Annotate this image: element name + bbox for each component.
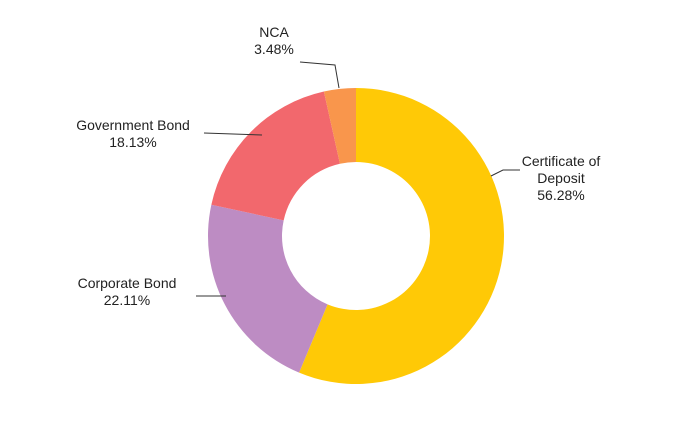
leader-line-nca: [299, 61, 340, 89]
value-label-nca: 3.48%: [254, 41, 294, 57]
slice-nca: [323, 88, 356, 164]
slice-label-nca: NCA: [259, 24, 289, 40]
slice-government-bond: [211, 91, 340, 221]
value-label-corporate-bond: 22.11%: [104, 292, 150, 308]
value-label-certificate-of-deposit: 56.28%: [537, 187, 584, 203]
slice-label-certificate-of-deposit: Deposit: [537, 170, 585, 186]
slice-certificate-of-deposit: [299, 88, 505, 384]
leader-line-government-bond: [203, 132, 263, 136]
slice-corporate-bond: [208, 204, 328, 373]
slice-label-certificate-of-deposit: Certificate of: [522, 153, 601, 169]
chart-slices: [208, 88, 505, 384]
chart-leader-lines: [196, 61, 520, 297]
leader-line-certificate-of-deposit: [490, 169, 520, 177]
slice-label-corporate-bond: Corporate Bond: [78, 275, 177, 291]
slice-label-government-bond: Government Bond: [76, 117, 190, 133]
value-label-government-bond: 18.13%: [109, 134, 156, 150]
